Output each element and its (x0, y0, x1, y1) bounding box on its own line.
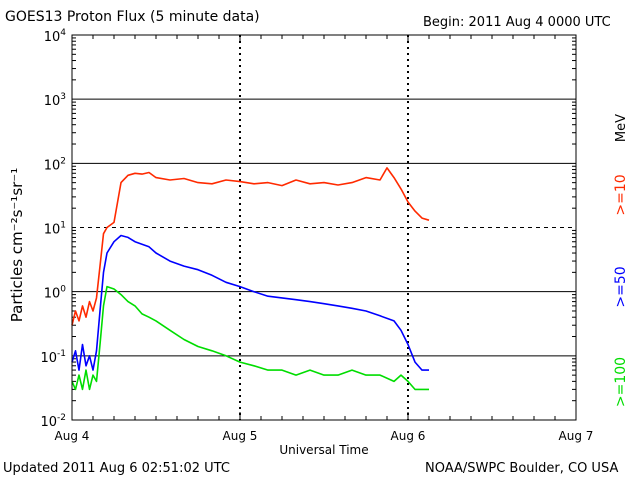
y-tick-label: 104 (44, 28, 67, 45)
x-tick-labels: Aug 4 Aug 5 Aug 6 Aug 7 (55, 429, 594, 443)
chart-title: GOES13 Proton Flux (5 minute data) (5, 9, 260, 25)
y-tick-labels: 10-2 10-1 100 101 102 103 104 (40, 28, 66, 430)
series-lines (71, 167, 430, 391)
grid (71, 35, 577, 420)
y-tick-label: 100 (44, 285, 67, 302)
plot-frame (71, 34, 577, 421)
legend-entry-3: >=100 (613, 357, 629, 407)
x-axis-label: Universal Time (279, 443, 368, 457)
credit: NOAA/SWPC Boulder, CO USA (425, 461, 619, 476)
y-tick-label: 10-1 (40, 349, 66, 366)
x-tick-label: Aug 6 (391, 429, 426, 443)
y-tick-label: 102 (44, 156, 66, 173)
y-tick-label: 10-2 (40, 413, 66, 430)
series-line-1 (71, 167, 430, 326)
legend-entry-1: >=10 (613, 174, 629, 215)
legend-unit: MeV (614, 114, 629, 142)
series-line-3 (71, 285, 429, 391)
y-tick-label: 101 (44, 221, 66, 238)
y-tick-label: 103 (44, 92, 66, 109)
x-tick-label: Aug 4 (55, 429, 90, 443)
x-tick-label: Aug 7 (559, 429, 594, 443)
y-axis-label: Particles cm⁻²s⁻¹sr⁻¹ (8, 168, 26, 322)
x-tick-label: Aug 5 (223, 429, 258, 443)
series-line-2 (71, 234, 429, 371)
begin-time: Begin: 2011 Aug 4 0000 UTC (423, 15, 611, 30)
legend-entry-2: >=50 (613, 266, 629, 307)
legend: MeV >=10 >=50 >=100 (613, 114, 629, 407)
updated-time: Updated 2011 Aug 6 02:51:02 UTC (3, 461, 230, 476)
